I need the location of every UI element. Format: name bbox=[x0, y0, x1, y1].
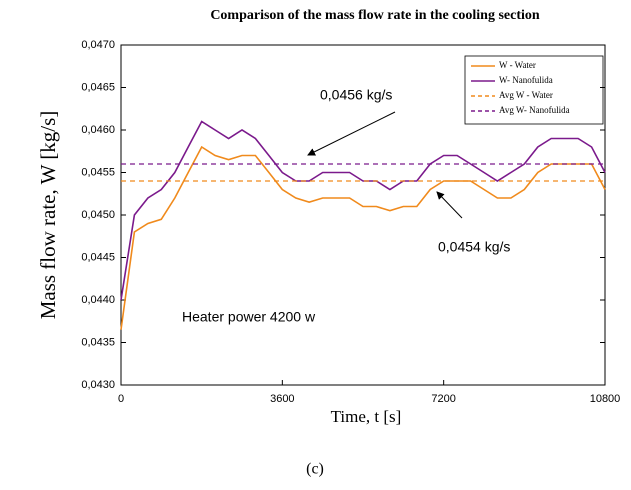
y-tick-label: 0,0445 bbox=[81, 251, 115, 263]
annotation: 0,0454 kg/s bbox=[438, 239, 510, 255]
legend bbox=[464, 55, 604, 125]
y-tick-label: 0,0450 bbox=[81, 209, 115, 221]
series-line bbox=[120, 145, 606, 330]
y-tick-label: 0,0455 bbox=[81, 166, 115, 178]
y-tick-label: 0,0465 bbox=[81, 81, 115, 93]
series-line bbox=[120, 120, 606, 301]
y-tick-label: 0,0460 bbox=[81, 124, 115, 136]
x-axis-label: Time, t [s] bbox=[331, 407, 402, 426]
y-axis-label: Mass flow rate, W [kg/s] bbox=[36, 111, 60, 320]
y-tick-label: 0,0470 bbox=[81, 39, 115, 51]
legend-label: W - Water bbox=[499, 60, 536, 70]
y-tick-label: 0,0430 bbox=[81, 379, 115, 391]
arrow bbox=[436, 191, 463, 219]
x-tick-label: 3600 bbox=[270, 393, 294, 405]
y-tick-label: 0,0435 bbox=[81, 336, 115, 348]
annotation: 0,0456 kg/s bbox=[320, 87, 392, 103]
x-tick-label: 7200 bbox=[431, 393, 455, 405]
arrow bbox=[307, 111, 396, 156]
legend-label: Avg W - Water bbox=[499, 90, 553, 100]
annotation: Heater power 4200 w bbox=[182, 309, 316, 325]
caption: (c) bbox=[306, 461, 324, 478]
chart-title: Comparison of the mass flow rate in the … bbox=[210, 8, 540, 23]
x-tick-label: 0 bbox=[118, 393, 124, 405]
legend-label: W- Nanofulida bbox=[499, 75, 553, 85]
legend-label: Avg W- Nanofulida bbox=[499, 105, 570, 115]
y-tick-label: 0,0440 bbox=[81, 294, 115, 306]
x-tick-label: 10800 bbox=[590, 393, 621, 405]
